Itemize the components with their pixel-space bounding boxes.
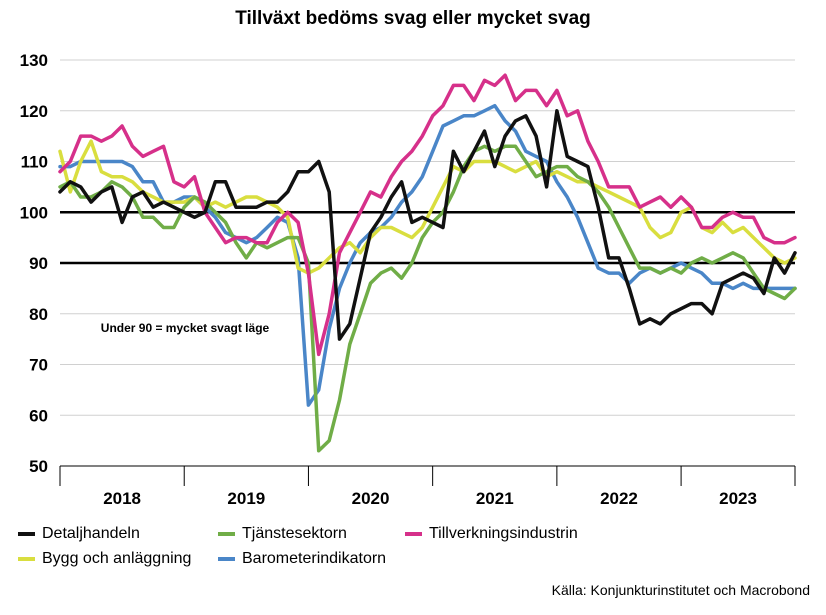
legend-swatch: [18, 557, 35, 561]
series-lines: [58, 73, 797, 453]
legend-swatch: [405, 532, 422, 536]
y-tick-label: 90: [29, 254, 48, 273]
x-tick-label: 2022: [600, 489, 638, 508]
series-line-barometerindikatorn: [58, 103, 797, 407]
y-tick-label: 110: [21, 153, 48, 172]
legend-label: Bygg och anläggning: [42, 550, 192, 567]
legend-swatch: [218, 532, 235, 536]
chart-annotation: Under 90 = mycket svagt läge: [100, 321, 270, 335]
y-tick-label: 120: [20, 102, 48, 121]
x-tick-label: 2021: [476, 489, 514, 508]
y-tick-label: 70: [29, 356, 48, 375]
legend-label: Tillverkningsindustrin: [429, 525, 578, 542]
chart-title: Tillväxt bedöms svag eller mycket svag: [235, 8, 591, 29]
legend-item-detaljhandeln: Detaljhandeln: [18, 525, 140, 543]
legend-label: Detaljhandeln: [42, 525, 140, 542]
legend-swatch: [218, 557, 235, 561]
source-note: Källa: Konjunkturinstitutet och Macrobon…: [551, 582, 810, 598]
y-tick-label: 50: [29, 457, 48, 476]
legend-item-bygg-och-anlaggning: Bygg och anläggning: [18, 550, 191, 568]
series-line-detaljhandeln: [58, 109, 797, 341]
legend-item-tjanstesektorn: Tjänstesektorn: [218, 525, 347, 543]
legend-label: Barometerindikatorn: [242, 550, 387, 567]
legend-swatch: [18, 532, 35, 536]
x-tick-label: 2023: [719, 489, 757, 508]
y-axis: 130 120 110 100 90 80 70 60 50: [20, 51, 48, 476]
series-line-tillverkningsindustrin: [58, 73, 797, 357]
x-tick-label: 2020: [352, 489, 390, 508]
y-tick-label: 100: [20, 203, 48, 222]
y-tick-label: 80: [29, 305, 48, 324]
y-tick-label: 60: [29, 406, 48, 425]
series-line-bygg-och-anl-ggning: [58, 139, 797, 275]
legend-label: Tjänstesektorn: [242, 525, 347, 542]
x-tick-label: 2019: [227, 489, 265, 508]
y-tick-label: 130: [20, 51, 48, 70]
legend-item-barometerindikatorn: Barometerindikatorn: [218, 550, 386, 568]
series-line-tj-nstesektorn: [58, 144, 797, 453]
x-axis: 2018 2019 2020 2021 2022 2023: [59, 465, 796, 508]
legend-item-tillverkningsindustrin: Tillverkningsindustrin: [405, 525, 578, 543]
x-tick-label: 2018: [103, 489, 141, 508]
